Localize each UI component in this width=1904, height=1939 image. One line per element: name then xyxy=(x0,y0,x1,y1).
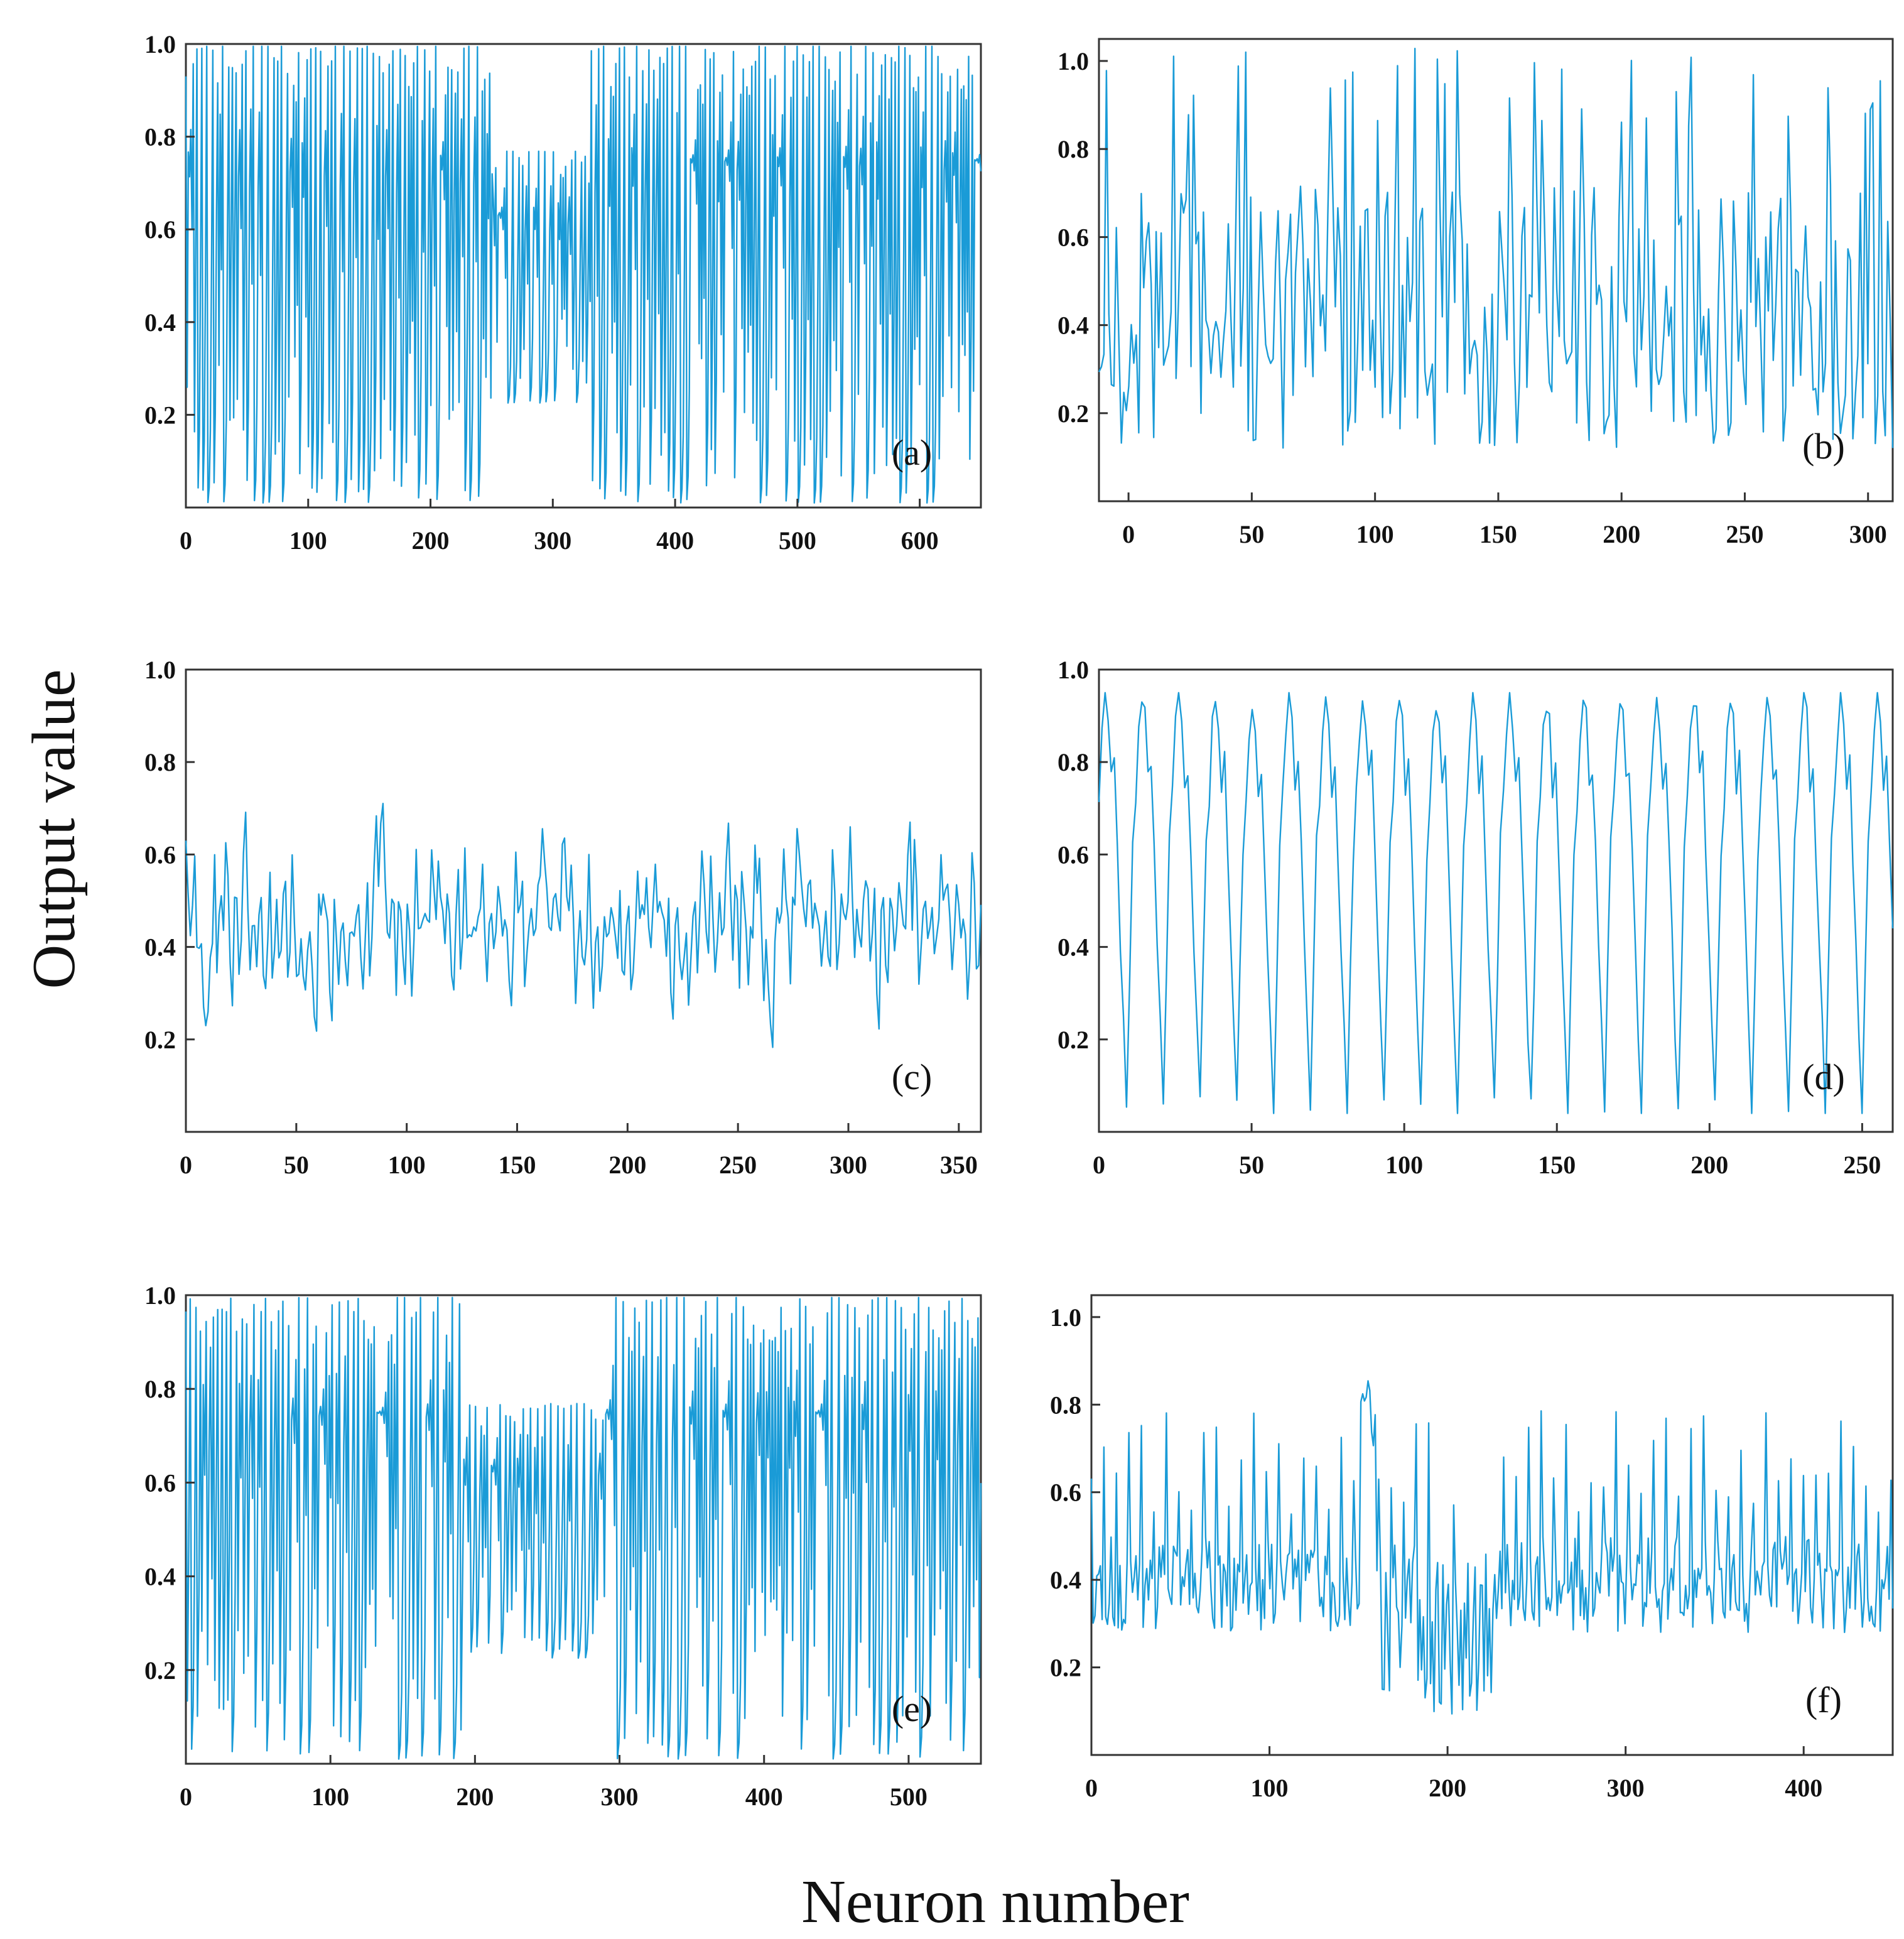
x-tick-label: 500 xyxy=(779,526,816,555)
y-tick-label: 0.6 xyxy=(144,840,176,869)
panel-label: (e) xyxy=(892,1688,932,1729)
plot-frame xyxy=(185,668,982,1133)
x-tick-label: 50 xyxy=(1239,1151,1264,1179)
y-tick-label: 0.6 xyxy=(144,1469,176,1497)
series-line xyxy=(185,802,982,1048)
y-tick-label: 0.4 xyxy=(144,933,176,962)
y-axis-title: Output value xyxy=(20,670,88,989)
x-tick-label: 150 xyxy=(1479,520,1517,548)
x-tick-label: 150 xyxy=(1538,1151,1576,1179)
series-line xyxy=(1090,1380,1894,1715)
panel-label: (b) xyxy=(1802,426,1845,467)
y-tick-label: 0.4 xyxy=(1057,312,1089,340)
x-tick-label: 250 xyxy=(1843,1151,1881,1179)
x-tick-label: 0 xyxy=(180,526,192,555)
x-axis-title: Neuron number xyxy=(801,1868,1189,1936)
series-line xyxy=(185,1296,982,1760)
panel-d: 0 50 100 150 200 250 0.2 0.4 0.6 0.8 1.0 (d) xyxy=(1057,656,1894,1179)
x-tick-label: 400 xyxy=(1785,1774,1822,1802)
x-tick-label: 200 xyxy=(1690,1151,1728,1179)
x-tick-label: 100 xyxy=(1251,1774,1289,1802)
x-tick-label: 0 xyxy=(180,1783,192,1811)
x-tick-label: 150 xyxy=(499,1151,536,1179)
x-tick-label: 200 xyxy=(609,1151,646,1179)
y-tick-label: 0.4 xyxy=(1057,933,1089,962)
x-tick-label: 0 xyxy=(1122,520,1135,548)
y-tick-label: 0.2 xyxy=(144,401,176,429)
x-tick-label: 50 xyxy=(284,1151,309,1179)
series-line xyxy=(185,45,982,504)
x-tick-label: 300 xyxy=(1849,520,1887,548)
x-tick-label: 600 xyxy=(901,526,939,555)
panel-label: (d) xyxy=(1802,1056,1845,1097)
x-tick-label: 100 xyxy=(388,1151,426,1179)
x-tick-label: 0 xyxy=(1093,1151,1105,1179)
x-tick-label: 100 xyxy=(1356,520,1394,548)
x-tick-label: 300 xyxy=(830,1151,867,1179)
x-tick-label: 300 xyxy=(1607,1774,1645,1802)
x-tick-label: 400 xyxy=(656,526,694,555)
panel-a: 0 100 200 300 400 500 600 0.2 0.4 0.6 0.8 1.0 (a) xyxy=(144,30,982,555)
x-tick-label: 50 xyxy=(1239,520,1264,548)
plot-frame xyxy=(1098,668,1894,1133)
x-tick-label: 200 xyxy=(456,1783,494,1811)
x-tick-label: 200 xyxy=(412,526,450,555)
panel-label: (a) xyxy=(892,432,932,473)
panel-e: 0 100 200 300 400 500 0.2 0.4 0.6 0.8 1.0 (e) xyxy=(144,1281,982,1811)
y-tick-label: 0.8 xyxy=(144,748,176,776)
y-tick-label: 0.2 xyxy=(1057,1026,1089,1054)
y-tick-label: 0.6 xyxy=(1057,840,1089,869)
plot-frame xyxy=(1098,38,1894,502)
x-tick-label: 100 xyxy=(311,1783,349,1811)
y-tick-label: 1.0 xyxy=(1057,656,1089,684)
x-tick-label: 300 xyxy=(534,526,571,555)
x-tick-label: 200 xyxy=(1429,1774,1466,1802)
x-tick-label: 300 xyxy=(601,1783,639,1811)
x-tick-label: 0 xyxy=(1085,1774,1098,1802)
x-tick-label: 0 xyxy=(180,1151,192,1179)
y-tick-label: 0.8 xyxy=(1057,135,1089,163)
y-tick-label: 0.6 xyxy=(144,215,176,244)
y-tick-label: 0.4 xyxy=(1050,1566,1081,1594)
y-tick-label: 0.8 xyxy=(1050,1391,1081,1419)
x-tick-label: 100 xyxy=(1385,1151,1423,1179)
y-tick-label: 0.4 xyxy=(144,1563,176,1591)
y-tick-label: 0.2 xyxy=(144,1656,176,1685)
y-tick-label: 0.2 xyxy=(144,1026,176,1054)
panel-label: (c) xyxy=(892,1056,932,1097)
y-tick-label: 0.4 xyxy=(144,308,176,337)
x-tick-label: 400 xyxy=(745,1783,783,1811)
x-tick-label: 200 xyxy=(1603,520,1640,548)
y-tick-label: 1.0 xyxy=(144,656,176,684)
y-tick-label: 1.0 xyxy=(144,30,176,58)
y-tick-label: 0.6 xyxy=(1057,223,1089,251)
y-tick-label: 1.0 xyxy=(144,1281,176,1310)
y-tick-label: 0.8 xyxy=(1057,748,1089,776)
panel-f: 0 100 200 300 400 0.2 0.4 0.6 0.8 1.0 (f) xyxy=(1050,1294,1894,1802)
x-tick-label: 350 xyxy=(940,1151,978,1179)
x-tick-label: 100 xyxy=(289,526,327,555)
y-tick-label: 1.0 xyxy=(1057,47,1089,75)
y-tick-label: 0.8 xyxy=(144,1375,176,1403)
panel-c: 0 50 100 150 200 250 300 350 0.2 0.4 0.6 0.8 1.0 (c) xyxy=(144,656,982,1179)
y-tick-label: 0.2 xyxy=(1050,1654,1081,1682)
panel-label: (f) xyxy=(1805,1680,1842,1720)
plot-frame xyxy=(185,43,982,509)
y-tick-label: 0.8 xyxy=(144,123,176,151)
x-tick-label: 250 xyxy=(1726,520,1763,548)
series-line xyxy=(1098,47,1894,449)
panel-b: 0 50 100 150 200 250 300 0.2 0.4 0.6 0.8 1.0 (b) xyxy=(1057,38,1894,548)
y-tick-label: 0.6 xyxy=(1050,1479,1081,1507)
x-tick-label: 250 xyxy=(719,1151,757,1179)
x-tick-label: 500 xyxy=(890,1783,928,1811)
y-tick-label: 1.0 xyxy=(1050,1303,1081,1332)
y-tick-label: 0.2 xyxy=(1057,399,1089,428)
series-line xyxy=(1098,692,1894,1114)
